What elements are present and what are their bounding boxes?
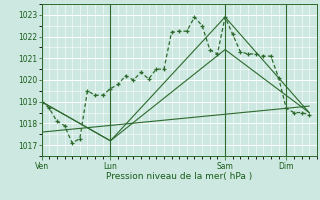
X-axis label: Pression niveau de la mer( hPa ): Pression niveau de la mer( hPa )	[106, 172, 252, 181]
